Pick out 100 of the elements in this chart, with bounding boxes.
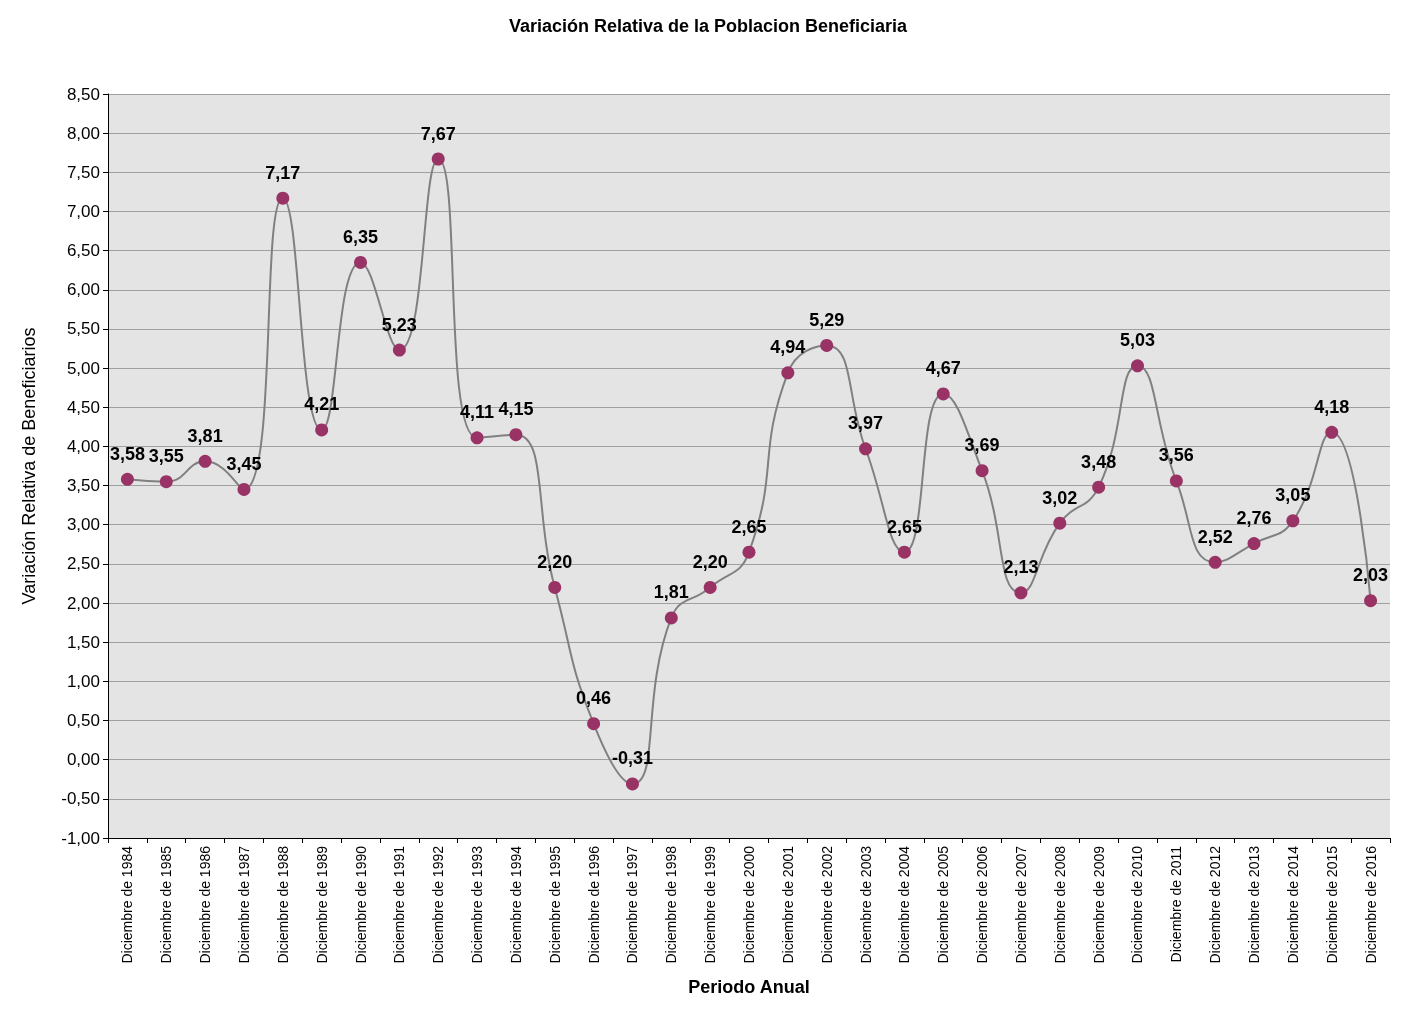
x-tick-label: Diciembre de 2003: [857, 845, 874, 964]
x-tick-label: Diciembre de 2009: [1090, 845, 1107, 964]
x-tick-label: Diciembre de 2012: [1207, 845, 1224, 964]
point: [1364, 594, 1378, 608]
y-tick-label: 4,50: [66, 397, 100, 417]
y-tick-label: 3,50: [66, 476, 100, 496]
data-label: 3,05: [1275, 485, 1311, 506]
y-tick-label: 7,00: [66, 201, 100, 221]
data-label: 3,45: [226, 453, 262, 474]
chart-title: Variación Relativa de la Poblacion Beneficiaria: [508, 16, 909, 36]
point: [276, 191, 290, 205]
point: [354, 255, 368, 269]
point: [1169, 474, 1183, 488]
x-tick-label: Diciembre de 1991: [391, 845, 408, 964]
point: [120, 472, 134, 486]
x-tick-label: Diciembre de 2002: [818, 845, 835, 964]
data-label: 3,55: [148, 446, 184, 467]
y-tick-label: 5,50: [66, 319, 100, 339]
data-label: 1,81: [653, 582, 689, 603]
point: [664, 611, 678, 625]
x-tick-label: Diciembre de 2000: [741, 845, 757, 964]
y-tick-label: 1,50: [66, 632, 100, 652]
y-tick-label: 0,50: [66, 711, 100, 731]
data-label: 2,65: [731, 516, 767, 537]
point: [625, 777, 639, 791]
x-tick-label: Diciembre de 2015: [1323, 845, 1340, 964]
y-tick-label: 7,50: [66, 162, 100, 182]
y-tick-label: 1,00: [66, 671, 100, 691]
point: [936, 387, 950, 401]
y-tick-label: -0,50: [61, 789, 100, 809]
x-tick-label: Diciembre de 1989: [313, 845, 330, 964]
y-tick-label: 6,00: [66, 280, 100, 300]
x-tick-label: Diciembre de 1985: [158, 845, 175, 964]
x-tick-label: Diciembre de 2013: [1246, 845, 1263, 964]
point: [1014, 586, 1028, 600]
data-label: 2,52: [1197, 526, 1233, 547]
data-label: 2,20: [692, 551, 728, 572]
x-tick-label: Diciembre de 2004: [896, 845, 913, 964]
data-label: 4,94: [770, 337, 806, 358]
x-tick-label: Diciembre de 2005: [935, 845, 952, 964]
x-tick-label: Diciembre de 2008: [1051, 845, 1068, 964]
y-tick-label: 8,50: [66, 84, 100, 104]
x-tick-label: Diciembre de 1987: [235, 845, 252, 964]
x-tick-label: Diciembre de 2007: [1012, 845, 1029, 964]
x-tick-label: Diciembre de 1993: [469, 845, 486, 964]
data-label: 4,21: [304, 394, 340, 415]
point: [159, 475, 173, 489]
data-label: -0,31: [611, 748, 653, 769]
data-label: 2,13: [1003, 557, 1039, 578]
point: [587, 717, 601, 731]
y-tick-label: 6,50: [66, 241, 100, 261]
data-label: 3,48: [1081, 451, 1117, 472]
data-label: 5,29: [809, 309, 845, 330]
x-tick-label: Diciembre de 1996: [585, 845, 602, 964]
point: [1286, 514, 1300, 528]
data-label: 3,69: [964, 435, 1000, 456]
x-tick-label: Diciembre de 1992: [430, 845, 447, 964]
point: [1131, 359, 1144, 373]
point: [781, 366, 795, 380]
data-label: 0,46: [576, 688, 612, 709]
x-tick-label: Diciembre de 1988: [274, 845, 291, 964]
data-label: 3,81: [187, 425, 223, 446]
x-tick-label: Diciembre de 1986: [197, 845, 214, 964]
point: [1208, 555, 1222, 569]
y-tick-label: 8,00: [66, 123, 100, 143]
x-tick-label: Diciembre de 2006: [974, 845, 991, 964]
x-tick-label: Diciembre de 1984: [119, 845, 136, 964]
x-tick-label: Diciembre de 1990: [352, 845, 369, 964]
x-tick-label: Diciembre de 1997: [624, 845, 641, 964]
data-label: 3,56: [1158, 445, 1194, 466]
point: [470, 431, 484, 445]
data-label: 7,17: [265, 162, 301, 183]
x-tick-label: Diciembre de 1998: [663, 845, 680, 964]
point: [703, 580, 717, 594]
point: [897, 545, 911, 559]
data-label: 6,35: [342, 226, 379, 247]
x-tick-label: Diciembre de 2011: [1168, 845, 1185, 963]
point: [315, 423, 329, 437]
y-tick-label: 5,00: [66, 358, 100, 378]
point: [509, 428, 523, 442]
y-tick-label: 2,00: [66, 593, 100, 613]
data-label: 7,67: [420, 123, 456, 144]
x-tick-label: Diciembre de 2001: [779, 845, 796, 964]
x-axis-title: Periodo Anual: [688, 977, 810, 997]
x-tick-label: Diciembre de 1999: [702, 845, 719, 964]
y-tick-label: 0,00: [66, 750, 100, 770]
point: [1053, 516, 1067, 530]
y-axis-title: Variación Relativa de Beneficiarios: [19, 327, 39, 605]
data-label: 2,76: [1236, 508, 1272, 529]
x-tick-label: Diciembre de 2016: [1362, 845, 1379, 964]
point: [431, 152, 445, 166]
y-tick-label: 3,00: [66, 515, 100, 535]
data-label: 4,15: [498, 399, 534, 420]
point: [1247, 537, 1261, 551]
point: [859, 442, 873, 456]
data-label: 5,03: [1119, 330, 1156, 351]
y-tick-label: 2,50: [66, 554, 100, 574]
data-label: 3,97: [848, 413, 884, 434]
point: [742, 545, 756, 559]
x-tick-label: Diciembre de 2010: [1129, 845, 1146, 964]
